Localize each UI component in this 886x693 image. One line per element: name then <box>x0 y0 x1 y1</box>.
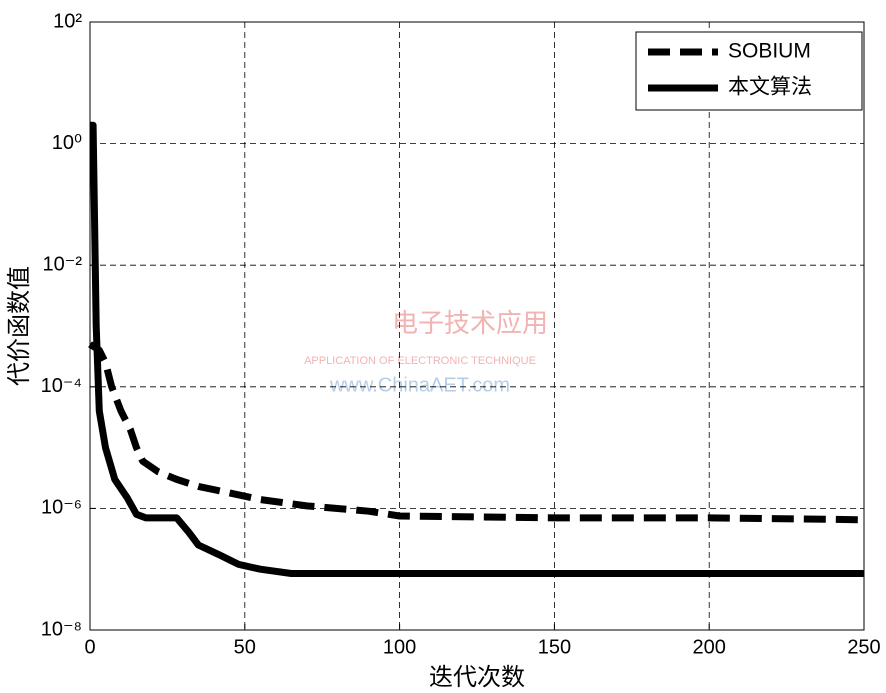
legend-label: SOBIUM <box>728 40 811 63</box>
plot <box>88 21 865 631</box>
watermark-title: 电子技术应用 <box>392 308 548 338</box>
y-tick-label: 10⁻⁸ <box>41 618 82 640</box>
y-tick-label: 10² <box>53 10 82 32</box>
legend-label: 本文算法 <box>728 76 812 99</box>
series-line <box>88 341 865 524</box>
y-tick-label: 10⁻² <box>43 253 83 275</box>
x-axis-label: 迭代次数 <box>429 663 525 691</box>
x-tick-label: 50 <box>234 636 256 658</box>
x-tick-label: 250 <box>847 636 880 658</box>
series-line <box>89 121 864 577</box>
legend-entries: SOBIUM 本文算法 <box>648 40 812 99</box>
watermark-url: www.ChinaAET.com <box>329 374 510 396</box>
legend <box>635 31 863 111</box>
watermark-subtitle: APPLICATION OF ELECTRONIC TECHNIQUE <box>304 355 536 367</box>
y-tick-label: 10⁻⁴ <box>41 375 82 397</box>
x-tick-label: 100 <box>383 636 416 658</box>
plot-area <box>89 21 865 631</box>
x-tick-label: 150 <box>538 636 571 658</box>
y-axis-label: 代价函数值 <box>5 266 33 386</box>
y-tick-label: 10⁻⁶ <box>41 497 82 519</box>
x-tick-label: 200 <box>693 636 726 658</box>
x-tick-label: 0 <box>84 636 95 658</box>
y-tick-label: 10⁰ <box>52 132 82 154</box>
